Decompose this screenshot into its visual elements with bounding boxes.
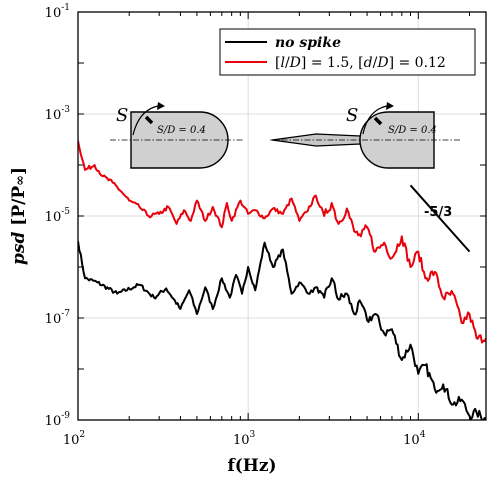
slope-label: -5/3 xyxy=(424,205,452,220)
x-axis-label: f(Hz) xyxy=(227,456,276,476)
slope-reference-line xyxy=(409,184,471,253)
inset-body-left: S S/D = 0.4 xyxy=(110,102,243,169)
arrowhead-right xyxy=(386,102,394,110)
legend: no spike [l/D] = 1.5, [d/D] = 0.12 xyxy=(219,28,476,76)
series-line-1 xyxy=(78,140,486,344)
series-layer xyxy=(78,140,486,420)
x-tick-labels: 102 103 104 xyxy=(63,430,426,448)
y-tick-label-2: 10-5 xyxy=(45,207,71,225)
series-line-0 xyxy=(78,241,486,420)
y-tick-label-4: 10-1 xyxy=(45,3,70,21)
x-tick-label-1: 103 xyxy=(233,430,256,448)
y-tick-label-1: 10-7 xyxy=(45,309,71,327)
x-tick-label-0: 102 xyxy=(63,430,85,448)
plot-frame xyxy=(77,11,487,421)
inset-body-right: S S/D = 0.4 xyxy=(270,102,462,169)
inset-left-s-label: S xyxy=(116,105,128,126)
legend-label-spike: [l/D] = 1.5, [d/D] = 0.12 xyxy=(275,55,446,71)
sensor-mark-right xyxy=(373,116,383,126)
sensor-mark-left xyxy=(144,115,154,125)
legend-label-no-spike: no spike xyxy=(275,35,341,51)
x-tick-label-2: 104 xyxy=(403,430,426,448)
inset-right-s-label: S xyxy=(346,105,358,126)
inset-left-ratio: S/D = 0.4 xyxy=(157,125,206,136)
y-tick-label-3: 10-3 xyxy=(45,105,71,123)
y-axis-label: psd [P/P∞] xyxy=(9,167,29,265)
arc-arrow-right xyxy=(362,105,388,135)
inset-right-ratio: S/D = 0.4 xyxy=(388,125,437,136)
arrowhead-left xyxy=(157,102,165,110)
legend-box xyxy=(219,28,476,76)
y-tick-label-0: 10-9 xyxy=(45,411,71,429)
arc-arrow-left xyxy=(132,105,159,136)
y-tick-labels: 10-9 10-7 10-5 10-3 10-1 xyxy=(45,3,71,429)
